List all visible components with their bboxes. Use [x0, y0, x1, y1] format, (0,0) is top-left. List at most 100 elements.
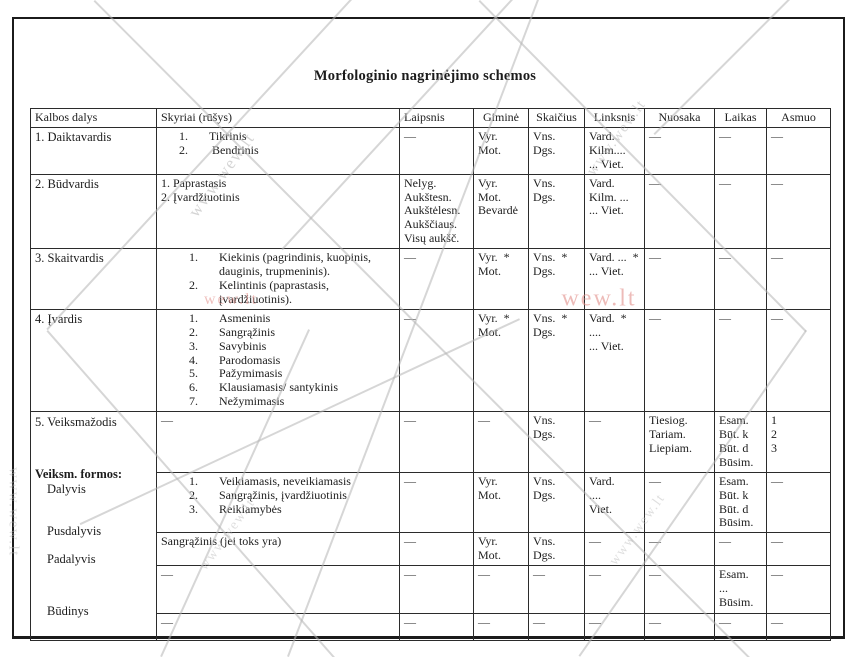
cell-ivardis-linksnis: Vard. * .... ... Viet. — [584, 308, 645, 413]
morphology-table: Kalbos dalys Skyriai (rūšys) Laipsnis Gimin… — [30, 108, 831, 642]
column-header-8: Laikas — [714, 108, 767, 128]
list-item: 2. Sangrąžinis, įvardžiuotinis — [161, 487, 395, 503]
cell-budinys-skyriairys: — — [156, 613, 400, 642]
list-item-text: Kiekinis (pagrindinis, kuopinis, daugini… — [219, 250, 371, 279]
cell-veiksmazodis-gimin: — — [473, 411, 529, 473]
table-header-row: Kalbos dalys Skyriai (rūšys) Laipsnis Gimin… — [30, 108, 831, 128]
cell-pusdalyvis-nuosaka: — — [644, 532, 715, 567]
list-item: 1. Asmeninis — [161, 310, 395, 326]
column-header-2: Skyriai (rūšys) — [156, 108, 400, 128]
list-item: 1. Kiekinis (pagrindinis, kuopinis, daugi… — [161, 250, 395, 279]
table-row-budvardis: 2. Būdvardis 1. Paprastasis 2. Įvardžiuot… — [30, 173, 831, 250]
cell-daiktavardis-skyriairys: 1. Tikrinis 2. Bendrinis — [156, 126, 400, 175]
table-row-daiktavardis: 1. Daiktavardis 1. Tikrinis 2. Bendrinis — Vy… — [30, 126, 831, 175]
column-header-3: Laipsnis — [399, 108, 474, 128]
cell-daiktavardis-linksnis: Vard. Kilm.... ... Viet. — [584, 126, 645, 175]
list-item-text: Reikiamybės — [219, 501, 282, 516]
cell-dalyvis-laipsnis: — — [399, 471, 474, 534]
verb-group-label: Padalyvis — [47, 552, 96, 567]
cell-skaitvardis-laikas: — — [714, 248, 767, 310]
cell-budinys-skaiius: — — [528, 613, 585, 642]
cell-ivardis-gimin: Vyr. * Mot. — [473, 308, 529, 413]
row-label-ivardis: 4. Įvardis — [30, 308, 157, 413]
list-item: 3. Reikiamybės — [161, 501, 395, 517]
cell-pusdalyvis-laikas: — — [714, 532, 767, 567]
cell-ivardis-skaiius: Vns. * Dgs. — [528, 308, 585, 413]
cell-veiksmazodis-nuosaka: Tiesiog. Tariam. Liepiam. — [644, 411, 715, 473]
row-label-verb-group: 5. Veiksmažodis Veiksm. formos: Dalyvis Pus… — [30, 411, 157, 642]
list-item-number: 1. — [189, 473, 198, 488]
cell-padalyvis-asmuo: — — [766, 565, 831, 615]
list-item-number: 5. — [189, 366, 198, 381]
cell-budvardis-asmuo: — — [766, 173, 831, 250]
cell-ivardis-nuosaka: — — [644, 308, 715, 413]
column-header-6: Linksnis — [584, 108, 645, 128]
verb-group-label: Būdinys — [47, 604, 89, 619]
list-item-text: Pažymimasis — [219, 366, 283, 381]
list-item: 2. Kelintinis (paprastasis, įvardžiuotini… — [161, 277, 395, 307]
cell-ivardis-laikas: — — [714, 308, 767, 413]
cell-budinys-gimin: — — [473, 613, 529, 642]
cell-veiksmazodis-laipsnis: — — [399, 411, 474, 473]
list-item-number: 2. — [189, 324, 198, 339]
cell-dalyvis-nuosaka: — — [644, 471, 715, 534]
cell-padalyvis-skyriairys: — — [156, 565, 400, 615]
cell-dalyvis-skyriairys: 1. Veikiamasis, neveikiamasis 2. Sangrąžini… — [156, 471, 400, 534]
list-item-text: Asmeninis — [219, 310, 271, 325]
cell-skaitvardis-skaiius: Vns. * Dgs. — [528, 248, 585, 310]
list-item-text: Tikrinis — [209, 128, 247, 143]
cell-budinys-laipsnis: — — [399, 613, 474, 642]
list-item-number: 1. — [189, 310, 198, 325]
list-item: 4. Parodomasis — [161, 352, 395, 368]
list-item-number: 4. — [189, 352, 198, 367]
column-header-1: Kalbos dalys — [30, 108, 157, 128]
gray-watermark-text: www.wew.lt — [5, 467, 22, 557]
cell-daiktavardis-skaiius: Vns. Dgs. — [528, 126, 585, 175]
list-item: 2. Bendrinis — [161, 142, 395, 158]
cell-dalyvis-laikas: Esam. Būt. k Būt. d Būsim. — [714, 471, 767, 534]
cell-budvardis-skaiius: Vns. Dgs. — [528, 173, 585, 250]
list-item-text: Nežymimasis — [219, 394, 285, 409]
cell-budinys-laikas: — — [714, 613, 767, 642]
list-item-text: Sangrąžinis, įvardžiuotinis — [219, 487, 347, 502]
cell-budinys-asmuo: — — [766, 613, 831, 642]
list-item-text: Kelintinis (paprastasis, įvardžiuotinis)… — [219, 277, 332, 306]
cell-daiktavardis-nuosaka: — — [644, 126, 715, 175]
cell-ivardis-asmuo: — — [766, 308, 831, 413]
cell-dalyvis-gimin: Vyr. Mot. — [473, 471, 529, 534]
list-item-text: Klausiamasis/ santykinis — [219, 380, 338, 395]
cell-skaitvardis-asmuo: — — [766, 248, 831, 310]
list-item-text: Parodomasis — [219, 352, 281, 367]
list-item-text: Savybinis — [219, 338, 267, 353]
list-item-number: 2. — [179, 142, 188, 157]
list-item-number: 2. — [189, 487, 198, 502]
page-title: Morfologinio nagrinėjimo schemos — [313, 68, 537, 84]
table-row-veiksmazodis: 5. Veiksmažodis Veiksm. formos: Dalyvis Pus… — [30, 411, 831, 642]
cell-dalyvis-linksnis: Vard. .... Viet. — [584, 471, 645, 534]
cell-veiksmazodis-asmuo: 1 2 3 — [766, 411, 831, 473]
cell-budvardis-linksnis: Vard. Kilm. ... ... Viet. — [584, 173, 645, 250]
verb-group-label: Pusdalyvis — [47, 524, 102, 539]
list-item-number: 1. — [189, 250, 198, 265]
list-item: 7. Nežymimasis — [161, 394, 395, 409]
cell-budinys-nuosaka: — — [644, 613, 715, 642]
list-item-number: 6. — [189, 380, 198, 395]
cell-budvardis-laikas: — — [714, 173, 767, 250]
cell-veiksmazodis-skaiius: Vns. Dgs. — [528, 411, 585, 473]
cell-budvardis-nuosaka: — — [644, 173, 715, 250]
cell-dalyvis-asmuo: — — [766, 471, 831, 534]
cell-budvardis-laipsnis: Nelyg. Aukštesn. Aukštėlesn. Aukščiaus. … — [399, 173, 474, 250]
list-item: 1. Tikrinis — [161, 128, 395, 144]
cell-budinys-linksnis: — — [584, 613, 645, 642]
list-item-number: 3. — [189, 501, 198, 516]
list-item: 2. Sangrąžinis — [161, 324, 395, 340]
verb-group-label: 5. Veiksmažodis — [35, 415, 117, 430]
table-row-ivardis: 4. Įvardis 1. Asmeninis 2. Sangrąžinis 3. Savy… — [30, 308, 831, 413]
cell-daiktavardis-laipsnis: — — [399, 126, 474, 175]
cell-pusdalyvis-asmuo: — — [766, 532, 831, 567]
cell-veiksmazodis-linksnis: — — [584, 411, 645, 473]
cell-budvardis-gimin: Vyr. Mot. Bevardė — [473, 173, 529, 250]
cell-skaitvardis-skyriairys: 1. Kiekinis (pagrindinis, kuopinis, daugi… — [156, 248, 400, 310]
list-item-number: 1. — [179, 128, 188, 143]
cell-skaitvardis-nuosaka: — — [644, 248, 715, 310]
